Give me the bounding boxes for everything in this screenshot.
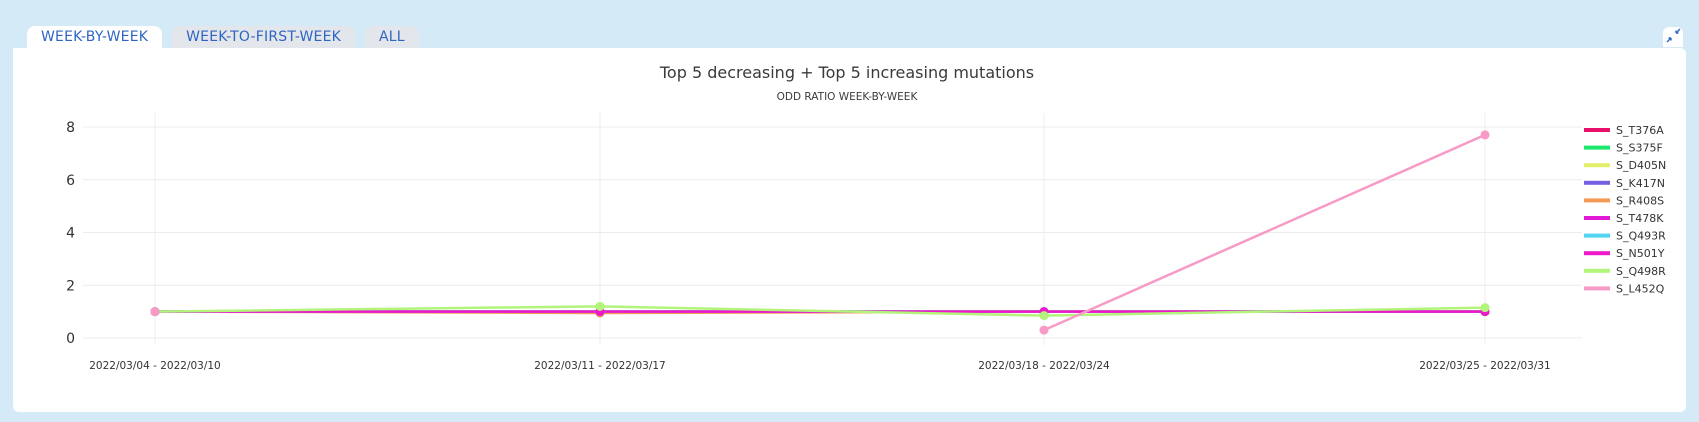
collapse-arrows-icon	[1666, 28, 1681, 43]
legend-item-S_S375F[interactable]: S_S375F	[1584, 142, 1663, 155]
y-tick-label: 6	[66, 173, 75, 189]
legend-swatch	[1584, 268, 1610, 273]
legend-item-S_N501Y[interactable]: S_N501Y	[1584, 247, 1665, 260]
x-tick-label: 2022/03/18 - 2022/03/24	[978, 360, 1110, 372]
legend-swatch	[1584, 251, 1610, 256]
legend-item-S_T478K[interactable]: S_T478K	[1584, 212, 1664, 225]
legend-item-S_T376A[interactable]: S_T376A	[1584, 124, 1664, 137]
y-tick-label: 2	[66, 278, 75, 294]
line-chart: Top 5 decreasing + Top 5 increasing muta…	[66, 63, 1666, 372]
legend-item-S_Q498R[interactable]: S_Q498R	[1584, 265, 1666, 278]
series-line-S_L452Q[interactable]	[1043, 133, 1486, 332]
data-point-S_L452Q[interactable]	[150, 307, 160, 317]
legend-item-S_K417N[interactable]: S_K417N	[1584, 177, 1665, 190]
data-point-S_L452Q[interactable]	[1039, 325, 1049, 335]
legend-swatch	[1584, 128, 1610, 132]
tab-all[interactable]: ALL	[365, 26, 419, 48]
tab-bar: WEEK-BY-WEEK WEEK-TO-FIRST-WEEK ALL	[27, 26, 419, 48]
legend-label: S_D405N	[1616, 159, 1666, 172]
data-point-S_L452Q[interactable]	[1480, 130, 1490, 140]
x-tick-label: 2022/03/11 - 2022/03/17	[534, 360, 666, 372]
y-tick-label: 8	[66, 120, 75, 136]
legend-item-S_Q493R[interactable]: S_Q493R	[1584, 230, 1666, 243]
legend-swatch	[1584, 198, 1610, 203]
collapse-button[interactable]	[1663, 27, 1683, 47]
legend-swatch	[1584, 145, 1610, 150]
legend-swatch	[1584, 180, 1610, 185]
legend-label: S_Q493R	[1616, 230, 1666, 243]
legend-label: S_T478K	[1616, 212, 1664, 225]
legend-label: S_K417N	[1616, 177, 1665, 190]
legend-label: S_Q498R	[1616, 265, 1666, 278]
y-tick-label: 4	[66, 226, 75, 242]
tab-week-to-first-week[interactable]: WEEK-TO-FIRST-WEEK	[172, 26, 356, 48]
chart-panel: Top 5 decreasing + Top 5 increasing muta…	[13, 48, 1686, 412]
x-tick-label: 2022/03/04 - 2022/03/10	[89, 360, 221, 372]
legend-swatch	[1584, 233, 1610, 238]
legend-item-S_R408S[interactable]: S_R408S	[1584, 194, 1664, 207]
series-line-S_Q498R[interactable]	[154, 305, 1486, 317]
legend-label: S_S375F	[1616, 142, 1663, 155]
legend-item-S_L452Q[interactable]: S_L452Q	[1584, 282, 1665, 295]
tab-week-by-week[interactable]: WEEK-BY-WEEK	[27, 26, 163, 48]
chart-title: Top 5 decreasing + Top 5 increasing muta…	[659, 63, 1034, 82]
legend-label: S_R408S	[1616, 194, 1664, 207]
x-tick-label: 2022/03/25 - 2022/03/31	[1419, 360, 1551, 372]
legend-swatch	[1584, 216, 1610, 220]
legend-label: S_T376A	[1616, 124, 1664, 137]
y-tick-label: 0	[66, 331, 75, 347]
legend-item-S_D405N[interactable]: S_D405N	[1584, 159, 1666, 172]
legend-swatch	[1584, 163, 1610, 168]
legend-label: S_N501Y	[1616, 247, 1665, 260]
data-point-S_Q498R[interactable]	[595, 301, 605, 311]
data-point-S_Q498R[interactable]	[1480, 303, 1490, 313]
legend-label: S_L452Q	[1616, 282, 1665, 295]
data-point-S_Q498R[interactable]	[1039, 311, 1049, 321]
legend-swatch	[1584, 286, 1610, 291]
chart-subtitle: ODD RATIO WEEK-BY-WEEK	[777, 91, 919, 103]
